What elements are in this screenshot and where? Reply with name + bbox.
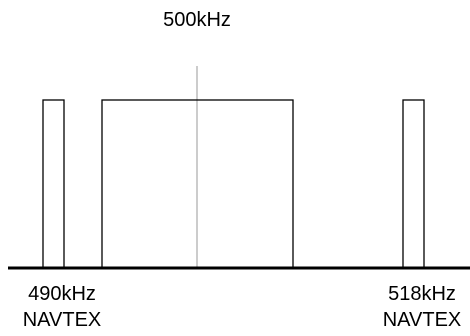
band-518khz: [402, 99, 425, 269]
center-frequency-label: 500kHz: [163, 9, 231, 31]
right-frequency-label: 518kHz: [388, 283, 456, 305]
band-490khz: [42, 99, 65, 269]
left-frequency-label: 490kHz: [28, 283, 96, 305]
left-service-label: NAVTEX: [23, 309, 102, 331]
right-service-label: NAVTEX: [383, 309, 462, 331]
